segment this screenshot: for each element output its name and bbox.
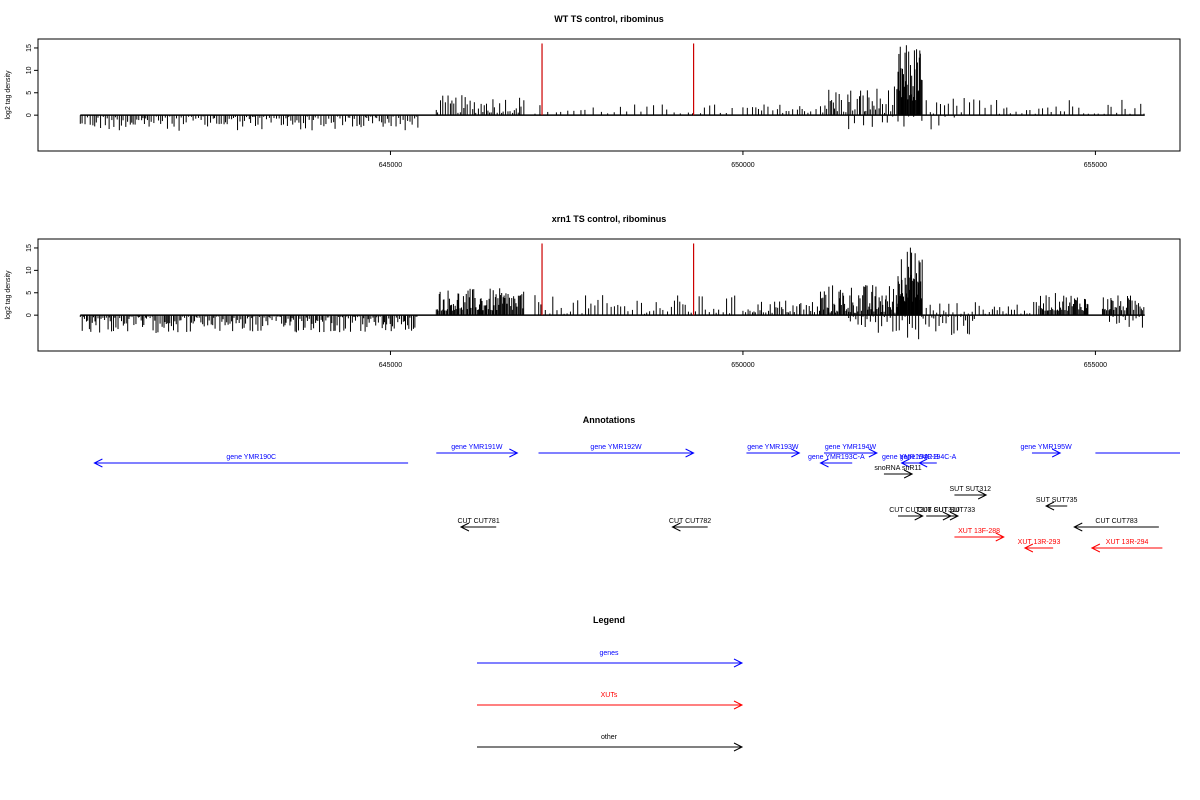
- y-tick-label: 0: [26, 313, 33, 317]
- feature-arrowhead: [900, 458, 910, 468]
- feature-arrowhead: [942, 511, 953, 521]
- legend-arrowhead: [733, 658, 744, 668]
- legend-title: Legend: [593, 615, 625, 625]
- feature-label: snoRNA snR11: [874, 465, 921, 472]
- feature-arrowhead: [1023, 543, 1034, 553]
- legend-arrowhead: [733, 742, 744, 752]
- legend-label: other: [601, 734, 618, 741]
- panel-title: xrn1 TS control, ribominus: [552, 214, 667, 224]
- feature-arrowhead: [1044, 501, 1055, 511]
- feature-label: gene YMR194C-B: [882, 454, 939, 461]
- feature-arrowhead: [791, 448, 801, 458]
- density-bars: [79, 45, 1145, 131]
- feature-arrowhead: [995, 532, 1005, 542]
- feature-label: SUT SUT733: [934, 507, 976, 514]
- feature-arrowhead: [1090, 543, 1101, 553]
- feature-arrowhead: [819, 458, 829, 468]
- legend-label: XUTs: [601, 692, 618, 699]
- annotations-panel: Annotations gene YMR190C gene YMR191W gene …: [93, 415, 1180, 553]
- feature-label: gene YMR194C-A: [900, 454, 957, 461]
- feature-arrowhead: [685, 448, 695, 458]
- legend-panel: Legend genes XUTs other: [477, 615, 744, 752]
- xrn1-track-panel: xrn1 TS control, ribominus 0 5 10 15 log2 tag…: [5, 214, 1181, 369]
- feature-label: SUT SUT312: [950, 486, 992, 493]
- y-tick-label: 5: [26, 91, 33, 95]
- feature-arrowhead: [93, 458, 103, 468]
- feature-label: CUT CUT310: [917, 507, 959, 514]
- feature-label: XUT 13R-294: [1106, 539, 1149, 546]
- feature-arrowhead: [949, 511, 960, 521]
- feature-label: CUT CUT781: [457, 518, 499, 525]
- density-bars: [79, 247, 1145, 340]
- feature-label: CUT CUT308: [889, 507, 931, 514]
- feature-arrowhead: [903, 469, 914, 479]
- feature-arrowhead: [1073, 522, 1083, 532]
- plot-frame: [37, 238, 1181, 352]
- annotations-title: Annotations: [583, 415, 636, 425]
- x-tick-label: 650000: [731, 362, 754, 369]
- panel-title: WT TS control, ribominus: [554, 14, 664, 24]
- wt-track-panel: WT TS control, ribominus 0 5 10 15 log2 tag d…: [5, 14, 1181, 169]
- legend-arrowhead: [733, 700, 744, 710]
- feature-label: gene YMR195W: [1020, 444, 1072, 451]
- feature-label: CUT CUT782: [669, 518, 711, 525]
- feature-label: CUT CUT783: [1095, 518, 1137, 525]
- feature-arrowhead: [459, 522, 470, 532]
- y-axis-label: log2 tag density: [5, 70, 12, 120]
- feature-label: XUT 13F-288: [958, 528, 1000, 535]
- feature-arrowhead: [918, 458, 928, 468]
- feature-arrowhead: [977, 490, 988, 500]
- y-tick-label: 0: [26, 113, 33, 117]
- feature-label: gene YMR192W: [590, 444, 642, 451]
- feature-arrowhead: [914, 511, 924, 521]
- feature-label: SUT SUT735: [1036, 497, 1078, 504]
- feature-label: gene YMR190C: [226, 454, 276, 461]
- feature-label: gene YMR194W: [825, 444, 877, 451]
- feature-label: gene YMR193W: [747, 444, 799, 451]
- y-tick-label: 15: [26, 244, 33, 252]
- feature-arrowhead: [671, 522, 681, 532]
- y-tick-label: 5: [26, 291, 33, 295]
- x-tick-label: 645000: [379, 362, 402, 369]
- feature-label: gene YMR191W: [451, 444, 503, 451]
- x-tick-label: 645000: [379, 162, 402, 169]
- x-tick-label: 655000: [1084, 362, 1107, 369]
- y-tick-label: 10: [26, 66, 33, 74]
- y-tick-label: 15: [26, 44, 33, 52]
- feature-arrowhead: [868, 448, 878, 458]
- feature-arrowhead: [1051, 448, 1062, 458]
- x-tick-label: 655000: [1084, 162, 1107, 169]
- x-tick-label: 650000: [731, 162, 754, 169]
- legend-label: genes: [599, 650, 619, 657]
- feature-label: gene YMR193C-A: [808, 454, 865, 461]
- y-axis-label: log2 tag density: [5, 270, 12, 320]
- feature-label: XUT 13R-293: [1018, 539, 1061, 546]
- plot-frame: [37, 38, 1181, 152]
- y-tick-label: 10: [26, 266, 33, 274]
- feature-arrowhead: [509, 448, 519, 458]
